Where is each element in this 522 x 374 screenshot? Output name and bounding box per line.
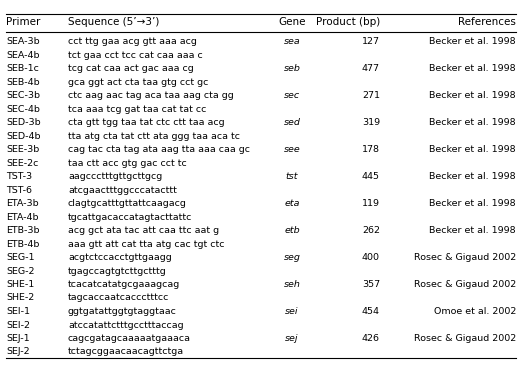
Text: 445: 445 <box>362 172 380 181</box>
Text: SHE-1: SHE-1 <box>6 280 34 289</box>
Text: cta gtt tgg taa tat ctc ctt taa acg: cta gtt tgg taa tat ctc ctt taa acg <box>68 118 224 127</box>
Text: ctc aag aac tag aca taa aag cta gg: ctc aag aac tag aca taa aag cta gg <box>68 91 234 100</box>
Text: tcacatcatatgcgaaagcag: tcacatcatatgcgaaagcag <box>68 280 180 289</box>
Text: cct ttg gaa acg gtt aaa acg: cct ttg gaa acg gtt aaa acg <box>68 37 197 46</box>
Text: SEA-4b: SEA-4b <box>6 50 40 59</box>
Text: Becker et al. 1998: Becker et al. 1998 <box>430 37 516 46</box>
Text: SEB-4b: SEB-4b <box>6 77 40 86</box>
Text: 477: 477 <box>362 64 380 73</box>
Text: atcgaactttggcccatacttt: atcgaactttggcccatacttt <box>68 186 177 194</box>
Text: Becker et al. 1998: Becker et al. 1998 <box>430 145 516 154</box>
Text: acg gct ata tac att caa ttc aat g: acg gct ata tac att caa ttc aat g <box>68 226 219 235</box>
Text: TST-6: TST-6 <box>6 186 32 194</box>
Text: References: References <box>458 17 516 27</box>
Text: SED-4b: SED-4b <box>6 132 41 141</box>
Text: SEC-3b: SEC-3b <box>6 91 40 100</box>
Text: Becker et al. 1998: Becker et al. 1998 <box>430 118 516 127</box>
Text: ETA-4b: ETA-4b <box>6 212 39 221</box>
Text: sea: sea <box>283 37 300 46</box>
Text: 119: 119 <box>362 199 380 208</box>
Text: Sequence (5’→3’): Sequence (5’→3’) <box>68 17 159 27</box>
Text: clagtgcatttgttattcaagacg: clagtgcatttgttattcaagacg <box>68 199 187 208</box>
Text: seg: seg <box>283 253 301 262</box>
Text: 178: 178 <box>362 145 380 154</box>
Text: seh: seh <box>283 280 301 289</box>
Text: sej: sej <box>285 334 299 343</box>
Text: 426: 426 <box>362 334 380 343</box>
Text: tcg cat caa act gac aaa cg: tcg cat caa act gac aaa cg <box>68 64 194 73</box>
Text: ETB-3b: ETB-3b <box>6 226 40 235</box>
Text: taa ctt acc gtg gac cct tc: taa ctt acc gtg gac cct tc <box>68 159 187 168</box>
Text: 319: 319 <box>362 118 380 127</box>
Text: tgcattgacaccatagtacttattc: tgcattgacaccatagtacttattc <box>68 212 193 221</box>
Text: sed: sed <box>283 118 301 127</box>
Text: Rosec & Gigaud 2002: Rosec & Gigaud 2002 <box>414 280 516 289</box>
Text: Becker et al. 1998: Becker et al. 1998 <box>430 199 516 208</box>
Text: 262: 262 <box>362 226 380 235</box>
Text: 357: 357 <box>362 280 380 289</box>
Text: TST-3: TST-3 <box>6 172 32 181</box>
Text: tca aaa tcg gat taa cat tat cc: tca aaa tcg gat taa cat tat cc <box>68 104 206 113</box>
Text: SEC-4b: SEC-4b <box>6 104 40 113</box>
Text: Gene: Gene <box>278 17 306 27</box>
Text: eta: eta <box>284 199 300 208</box>
Text: Omoe et al. 2002: Omoe et al. 2002 <box>434 307 516 316</box>
Text: Rosec & Gigaud 2002: Rosec & Gigaud 2002 <box>414 334 516 343</box>
Text: SHE-2: SHE-2 <box>6 294 34 303</box>
Text: tta atg cta tat ctt ata ggg taa aca tc: tta atg cta tat ctt ata ggg taa aca tc <box>68 132 240 141</box>
Text: SEE-3b: SEE-3b <box>6 145 39 154</box>
Text: tgagccagtgtcttgctttg: tgagccagtgtcttgctttg <box>68 267 167 276</box>
Text: SEE-2c: SEE-2c <box>6 159 39 168</box>
Text: aagccctttgttgcttgcg: aagccctttgttgcttgcg <box>68 172 162 181</box>
Text: cagcgatagcaaaaatgaaaca: cagcgatagcaaaaatgaaaca <box>68 334 191 343</box>
Text: Primer: Primer <box>6 17 40 27</box>
Text: 271: 271 <box>362 91 380 100</box>
Text: SEI-2: SEI-2 <box>6 321 30 329</box>
Text: gca ggt act cta taa gtg cct gc: gca ggt act cta taa gtg cct gc <box>68 77 208 86</box>
Text: aaa gtt att cat tta atg cac tgt ctc: aaa gtt att cat tta atg cac tgt ctc <box>68 239 224 248</box>
Text: Becker et al. 1998: Becker et al. 1998 <box>430 91 516 100</box>
Text: see: see <box>283 145 300 154</box>
Text: tagcaccaatcaccctttcc: tagcaccaatcaccctttcc <box>68 294 169 303</box>
Text: ETB-4b: ETB-4b <box>6 239 39 248</box>
Text: Becker et al. 1998: Becker et al. 1998 <box>430 226 516 235</box>
Text: SEJ-2: SEJ-2 <box>6 347 30 356</box>
Text: SEA-3b: SEA-3b <box>6 37 40 46</box>
Text: seb: seb <box>283 64 301 73</box>
Text: Rosec & Gigaud 2002: Rosec & Gigaud 2002 <box>414 253 516 262</box>
Text: sec: sec <box>284 91 300 100</box>
Text: tst: tst <box>286 172 298 181</box>
Text: tct gaa cct tcc cat caa aaa c: tct gaa cct tcc cat caa aaa c <box>68 50 203 59</box>
Text: SEI-1: SEI-1 <box>6 307 30 316</box>
Text: ggtgatattggtgtaggtaac: ggtgatattggtgtaggtaac <box>68 307 177 316</box>
Text: Becker et al. 1998: Becker et al. 1998 <box>430 64 516 73</box>
Text: 127: 127 <box>362 37 380 46</box>
Text: SEJ-1: SEJ-1 <box>6 334 30 343</box>
Text: etb: etb <box>284 226 300 235</box>
Text: atccatattctttgcctttaccag: atccatattctttgcctttaccag <box>68 321 184 329</box>
Text: tctagcggaacaacagttctga: tctagcggaacaacagttctga <box>68 347 184 356</box>
Text: sei: sei <box>285 307 299 316</box>
Text: Becker et al. 1998: Becker et al. 1998 <box>430 172 516 181</box>
Text: SEG-2: SEG-2 <box>6 267 34 276</box>
Text: 454: 454 <box>362 307 380 316</box>
Text: Product (bp): Product (bp) <box>316 17 380 27</box>
Text: cag tac cta tag ata aag tta aaa caa gc: cag tac cta tag ata aag tta aaa caa gc <box>68 145 250 154</box>
Text: 400: 400 <box>362 253 380 262</box>
Text: SEG-1: SEG-1 <box>6 253 34 262</box>
Text: ETA-3b: ETA-3b <box>6 199 39 208</box>
Text: SED-3b: SED-3b <box>6 118 41 127</box>
Text: SEB-1c: SEB-1c <box>6 64 39 73</box>
Text: acgtctccacctgttgaagg: acgtctccacctgttgaagg <box>68 253 172 262</box>
